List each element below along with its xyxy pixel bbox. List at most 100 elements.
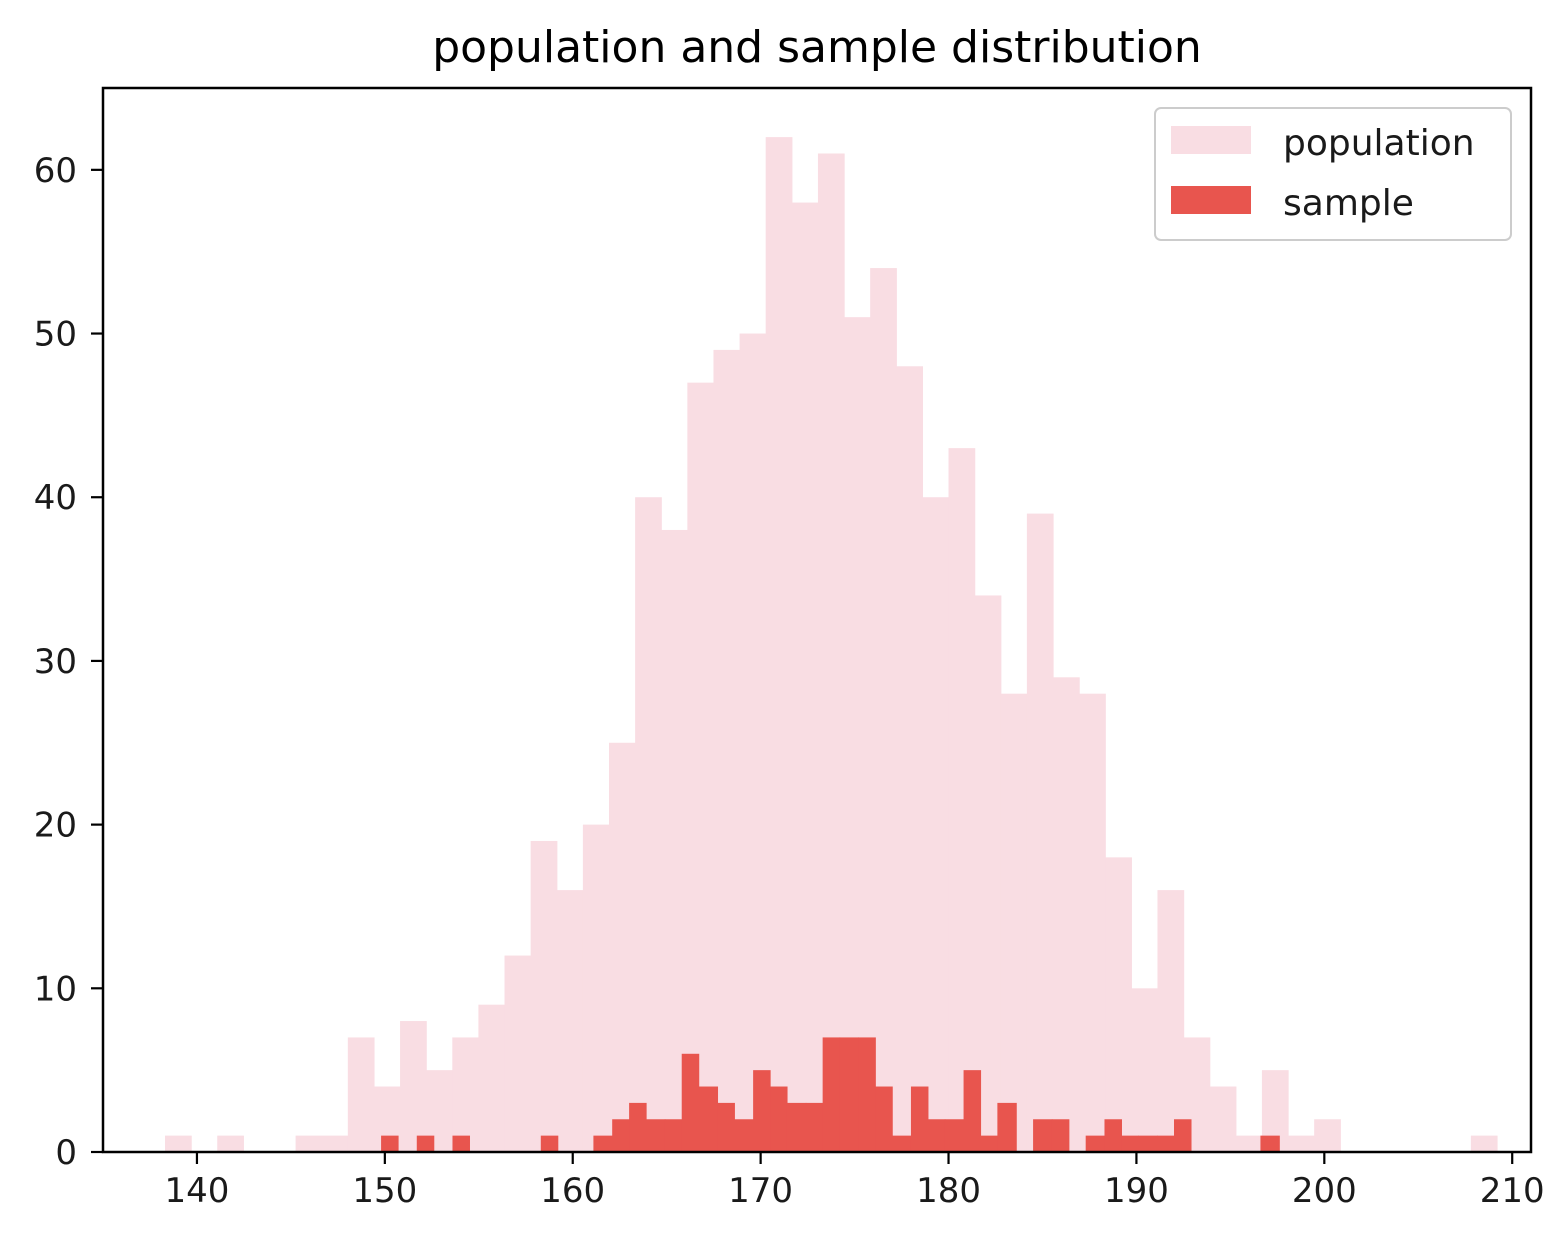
- sample-bar: [997, 1102, 1017, 1152]
- population-bar: [1235, 1135, 1263, 1152]
- sample-bar: [875, 1086, 893, 1152]
- population-bar: [948, 448, 976, 1152]
- sample-bar: [612, 1119, 630, 1152]
- sample-bar: [805, 1102, 824, 1152]
- x-tick-label: 200: [1292, 1171, 1357, 1211]
- sample-bar: [1260, 1135, 1280, 1152]
- y-tick-label: 0: [55, 1133, 77, 1173]
- sample-bar: [770, 1086, 788, 1152]
- population-bar: [1131, 988, 1159, 1152]
- x-tick-label: 140: [164, 1171, 229, 1211]
- legend-swatch-population: [1171, 126, 1251, 154]
- population-bar: [635, 497, 662, 1153]
- sample-bar: [629, 1102, 647, 1152]
- population-bar: [452, 1037, 480, 1152]
- population-bar: [1209, 1086, 1237, 1152]
- population-bar: [661, 529, 688, 1152]
- population-bar: [609, 742, 636, 1152]
- x-tick-label: 150: [352, 1171, 417, 1211]
- sample-bar: [452, 1135, 470, 1152]
- population-bar: [922, 497, 950, 1153]
- population-bar: [1026, 513, 1054, 1152]
- population-bar: [165, 1135, 192, 1152]
- legend: population sample: [1154, 107, 1512, 241]
- population-bar: [1053, 677, 1080, 1152]
- population-bar: [739, 333, 767, 1152]
- population-bar: [582, 824, 610, 1152]
- legend-swatch-sample: [1171, 186, 1251, 214]
- population-bar: [400, 1021, 427, 1152]
- x-tick-label: 190: [1104, 1171, 1169, 1211]
- population-bar: [896, 366, 924, 1152]
- y-tick-label: 10: [34, 969, 77, 1009]
- population-bar: [1105, 857, 1132, 1152]
- population-bar: [1314, 1119, 1341, 1152]
- x-tick-label: 210: [1480, 1171, 1545, 1211]
- sample-bar: [1085, 1135, 1106, 1152]
- sample-bar: [734, 1119, 754, 1152]
- sample-bar: [944, 1119, 965, 1152]
- population-bar: [844, 317, 871, 1152]
- population-bar: [478, 1004, 506, 1152]
- population-bar: [1079, 693, 1106, 1152]
- population-bar: [713, 349, 741, 1152]
- sample-bar: [910, 1086, 929, 1152]
- x-axis-ticks: 140 150 160 170 180 190 200 210: [164, 1152, 1545, 1211]
- legend-label-population: population: [1283, 123, 1475, 164]
- sample-bar: [381, 1135, 399, 1152]
- sample-bar: [1174, 1119, 1192, 1152]
- sample-bar: [416, 1135, 435, 1152]
- sample-bar: [980, 1135, 998, 1152]
- legend-label-sample: sample: [1283, 183, 1414, 224]
- sample-bar: [540, 1135, 559, 1152]
- population-bars: [165, 137, 1498, 1153]
- population-bar: [347, 1037, 375, 1152]
- sample-bar: [822, 1037, 841, 1152]
- population-bar: [870, 268, 897, 1152]
- sample-bar: [892, 1135, 912, 1152]
- population-bar: [504, 955, 532, 1152]
- population-bar: [974, 595, 1002, 1152]
- population-bar: [1470, 1135, 1498, 1152]
- sample-bar: [1157, 1135, 1175, 1152]
- population-bar: [1288, 1135, 1315, 1152]
- x-tick-label: 160: [540, 1171, 605, 1211]
- y-axis-ticks: 0 10 20 30 40 50 60: [34, 151, 103, 1173]
- sample-bar: [1121, 1135, 1139, 1152]
- sample-bar: [698, 1086, 719, 1152]
- sample-bar: [1033, 1119, 1053, 1152]
- sample-bar: [839, 1037, 859, 1152]
- y-tick-label: 40: [34, 478, 77, 518]
- population-bar: [556, 890, 584, 1152]
- sample-bars: [381, 1037, 1280, 1152]
- chart-title: population and sample distribution: [432, 22, 1202, 73]
- sample-bar: [1138, 1135, 1158, 1152]
- sample-bar: [717, 1102, 735, 1152]
- sample-bar: [927, 1119, 946, 1152]
- sample-bar: [681, 1053, 700, 1152]
- population-bar: [687, 382, 715, 1152]
- y-tick-label: 20: [34, 806, 77, 846]
- sample-bar: [664, 1119, 683, 1152]
- population-bar: [765, 137, 793, 1153]
- x-tick-label: 170: [728, 1171, 793, 1211]
- sample-bar: [786, 1102, 807, 1152]
- population-bar: [217, 1135, 244, 1152]
- population-bar: [295, 1135, 323, 1152]
- x-tick-label: 180: [916, 1171, 981, 1211]
- plot-frame: [101, 86, 1533, 1154]
- population-bar: [1000, 693, 1028, 1152]
- population-bar: [321, 1135, 349, 1152]
- y-tick-label: 60: [34, 151, 77, 191]
- sample-bar: [593, 1135, 613, 1152]
- population-bar: [791, 202, 819, 1152]
- sample-bar: [1104, 1119, 1122, 1152]
- y-tick-label: 50: [34, 315, 77, 355]
- population-bar: [817, 153, 845, 1153]
- sample-bar: [858, 1037, 876, 1152]
- sample-bar: [753, 1070, 771, 1152]
- sample-bar: [1051, 1119, 1070, 1152]
- sample-bar: [646, 1119, 666, 1152]
- population-bar: [530, 840, 558, 1152]
